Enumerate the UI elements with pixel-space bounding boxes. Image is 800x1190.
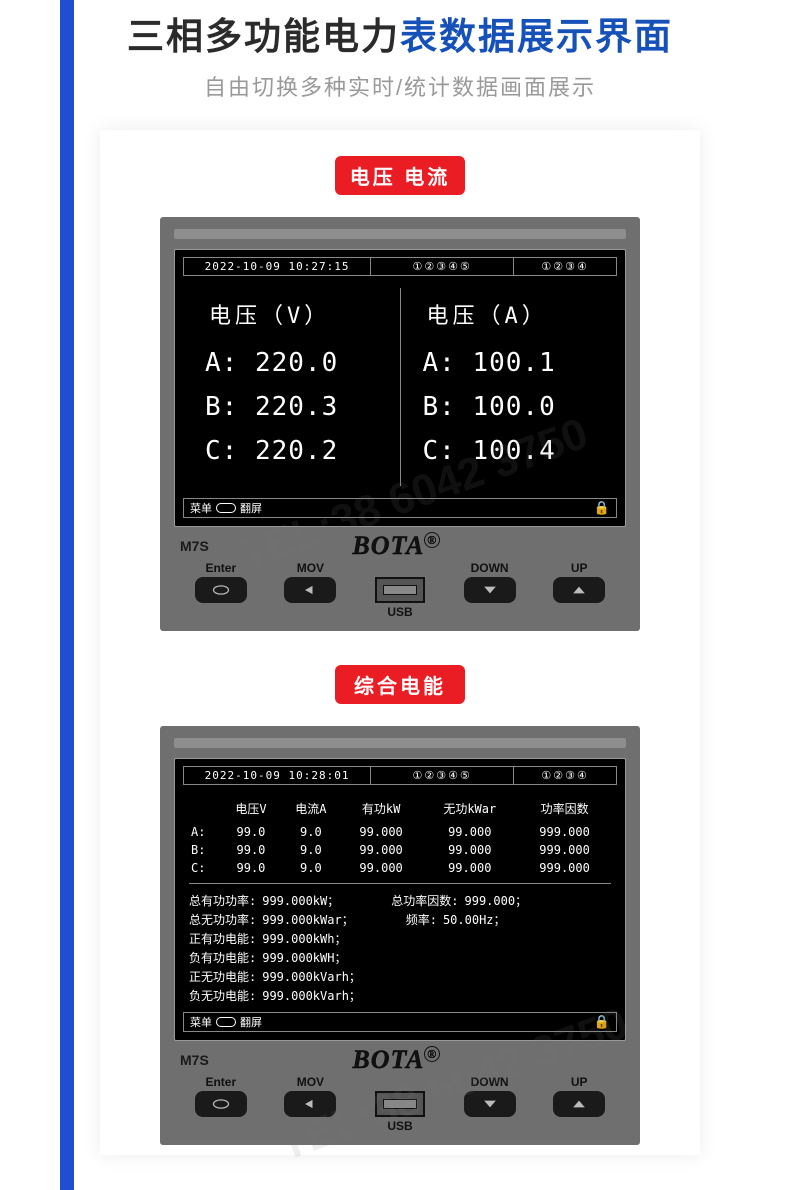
mov-button-2[interactable] xyxy=(284,1091,336,1117)
col-pf: 功率因数 xyxy=(518,797,611,823)
up-button[interactable] xyxy=(553,577,605,603)
mov-button-label-2: MOV xyxy=(266,1075,356,1089)
down-button[interactable] xyxy=(464,577,516,603)
up-button-label: UP xyxy=(534,561,624,575)
page-title: 三相多功能电力表数据展示界面 xyxy=(0,6,800,60)
registered-icon: ® xyxy=(424,532,440,548)
title-highlight: 表数据展示界面 xyxy=(400,16,673,57)
section-badge-energy: 综合电能 xyxy=(335,665,465,704)
col-current-title: 电压（A） xyxy=(427,298,610,330)
up-button-label-2: UP xyxy=(534,1075,624,1089)
table-row: A:99.09.099.00099.000999.000 xyxy=(189,823,611,841)
down-button-label-2: DOWN xyxy=(445,1075,535,1089)
sum-p: 999.000kW； xyxy=(262,892,339,909)
up-button-2[interactable] xyxy=(553,1091,605,1117)
brand-label-2: BOTA® xyxy=(209,1045,584,1075)
phase-table: 电压V 电流A 有功kW 无功kWar 功率因数 A:99.09.099.000… xyxy=(189,797,611,877)
meter-device-2: 2022-10-09 10:28:01 ①②③④⑤ ①②③④ 电压V 电流A 有… xyxy=(160,726,640,1145)
col-v: 电压V xyxy=(221,797,281,823)
model-label: M7S xyxy=(180,538,209,554)
usb-text: USB xyxy=(355,605,445,619)
mov-button-label: MOV xyxy=(266,561,356,575)
status-indicator-a: ①②③④⑤ xyxy=(371,258,514,275)
model-label-2: M7S xyxy=(180,1052,209,1068)
sum-f-label: 频率: xyxy=(406,911,437,928)
usb-port-2[interactable] xyxy=(375,1091,425,1117)
pos-pe-label: 正有功电能: xyxy=(189,930,256,947)
flip-label-2: 翻屏 xyxy=(240,1014,262,1030)
enter-button-label: Enter xyxy=(176,561,266,575)
menu-label-2: 菜单 xyxy=(190,1014,212,1030)
screen-footer: 菜单 翻屏 🔒 xyxy=(183,498,617,518)
table-row: C:99.09.099.00099.000999.000 xyxy=(189,859,611,877)
status-indicator-b: ①②③④ xyxy=(514,258,616,275)
sum-p-label: 总有功功率: xyxy=(189,892,256,909)
page-header: 三相多功能电力表数据展示界面 自由切换多种实时/统计数据画面展示 xyxy=(0,0,800,102)
voltage-c: C: 220.2 xyxy=(205,436,392,466)
status-indicator-2a: ①②③④⑤ xyxy=(371,767,514,784)
current-c: C: 100.4 xyxy=(423,436,610,466)
enter-icon-2 xyxy=(216,1017,236,1027)
pos-qe: 999.000kVarh； xyxy=(262,968,361,985)
sum-pf: 999.000； xyxy=(465,892,528,909)
screen1-body: 电压（V） A: 220.0 B: 220.3 C: 220.2 电压（A） A… xyxy=(179,282,621,494)
status-datetime-2: 2022-10-09 10:28:01 xyxy=(184,767,371,784)
title-prefix: 三相多功能电力 xyxy=(127,16,400,57)
summary-block: 总有功功率: 999.000kW； 总功率因数: 999.000； 总无功功率: 999… xyxy=(189,883,611,1004)
mov-button[interactable] xyxy=(284,577,336,603)
menu-label: 菜单 xyxy=(190,500,212,516)
neg-pe: 999.000kWH； xyxy=(262,949,346,966)
enter-icon xyxy=(216,503,236,513)
registered-icon-2: ® xyxy=(424,1046,440,1062)
col-i: 电流A xyxy=(281,797,341,823)
usb-label xyxy=(355,561,445,575)
button-row: Enter MOV USB DOWN UP xyxy=(174,561,626,625)
down-button-label: DOWN xyxy=(445,561,535,575)
meter-device-1: 2022-10-09 10:27:15 ①②③④⑤ ①②③④ 电压（V） A: … xyxy=(160,217,640,631)
col-q: 无功kWar xyxy=(421,797,518,823)
sum-q: 999.000kWar； xyxy=(262,911,353,928)
device-top-bezel xyxy=(174,229,626,239)
col-voltage-title: 电压（V） xyxy=(209,298,392,330)
device-top-bezel-2 xyxy=(174,738,626,748)
section-badge-voltage-current: 电压 电流 xyxy=(335,156,465,195)
col-p: 有功kW xyxy=(341,797,422,823)
neg-pe-label: 负有功电能: xyxy=(189,949,256,966)
usb-text-2: USB xyxy=(355,1119,445,1133)
voltage-a: A: 220.0 xyxy=(205,348,392,378)
sum-f: 50.00Hz； xyxy=(443,911,506,928)
status-bar-2: 2022-10-09 10:28:01 ①②③④⑤ ①②③④ xyxy=(183,766,617,785)
enter-button[interactable] xyxy=(195,577,247,603)
current-a: A: 100.1 xyxy=(423,348,610,378)
content-card: 电压 电流 2022-10-09 10:27:15 ①②③④⑤ ①②③④ 电压（… xyxy=(100,130,700,1155)
brand-label: BOTA® xyxy=(209,531,584,561)
screen2-body: 电压V 电流A 有功kW 无功kWar 功率因数 A:99.09.099.000… xyxy=(179,791,621,1008)
meter-lcd-2: 2022-10-09 10:28:01 ①②③④⑤ ①②③④ 电压V 电流A 有… xyxy=(174,758,626,1041)
lock-icon-2: 🔒 xyxy=(594,1015,610,1030)
flip-label: 翻屏 xyxy=(240,500,262,516)
enter-button-label-2: Enter xyxy=(176,1075,266,1089)
button-row-2: Enter MOV USB DOWN UP xyxy=(174,1075,626,1139)
screen-footer-2: 菜单 翻屏 🔒 xyxy=(183,1012,617,1032)
status-datetime: 2022-10-09 10:27:15 xyxy=(184,258,371,275)
neg-qe: 999.000kVarh； xyxy=(262,987,361,1004)
enter-button-2[interactable] xyxy=(195,1091,247,1117)
pos-qe-label: 正无功电能: xyxy=(189,968,256,985)
down-button-2[interactable] xyxy=(464,1091,516,1117)
lock-icon: 🔒 xyxy=(594,501,610,516)
left-stripe xyxy=(60,0,74,1190)
meter-lcd-1: 2022-10-09 10:27:15 ①②③④⑤ ①②③④ 电压（V） A: … xyxy=(174,249,626,527)
sum-pf-label: 总功率因数: xyxy=(391,892,458,909)
neg-qe-label: 负无功电能: xyxy=(189,987,256,1004)
status-bar: 2022-10-09 10:27:15 ①②③④⑤ ①②③④ xyxy=(183,257,617,276)
current-b: B: 100.0 xyxy=(423,392,610,422)
voltage-b: B: 220.3 xyxy=(205,392,392,422)
table-row: B:99.09.099.00099.000999.000 xyxy=(189,841,611,859)
pos-pe: 999.000kWh； xyxy=(262,930,346,947)
sum-q-label: 总无功功率: xyxy=(189,911,256,928)
status-indicator-2b: ①②③④ xyxy=(514,767,616,784)
usb-port[interactable] xyxy=(375,577,425,603)
page-subtitle: 自由切换多种实时/统计数据画面展示 xyxy=(0,70,800,102)
